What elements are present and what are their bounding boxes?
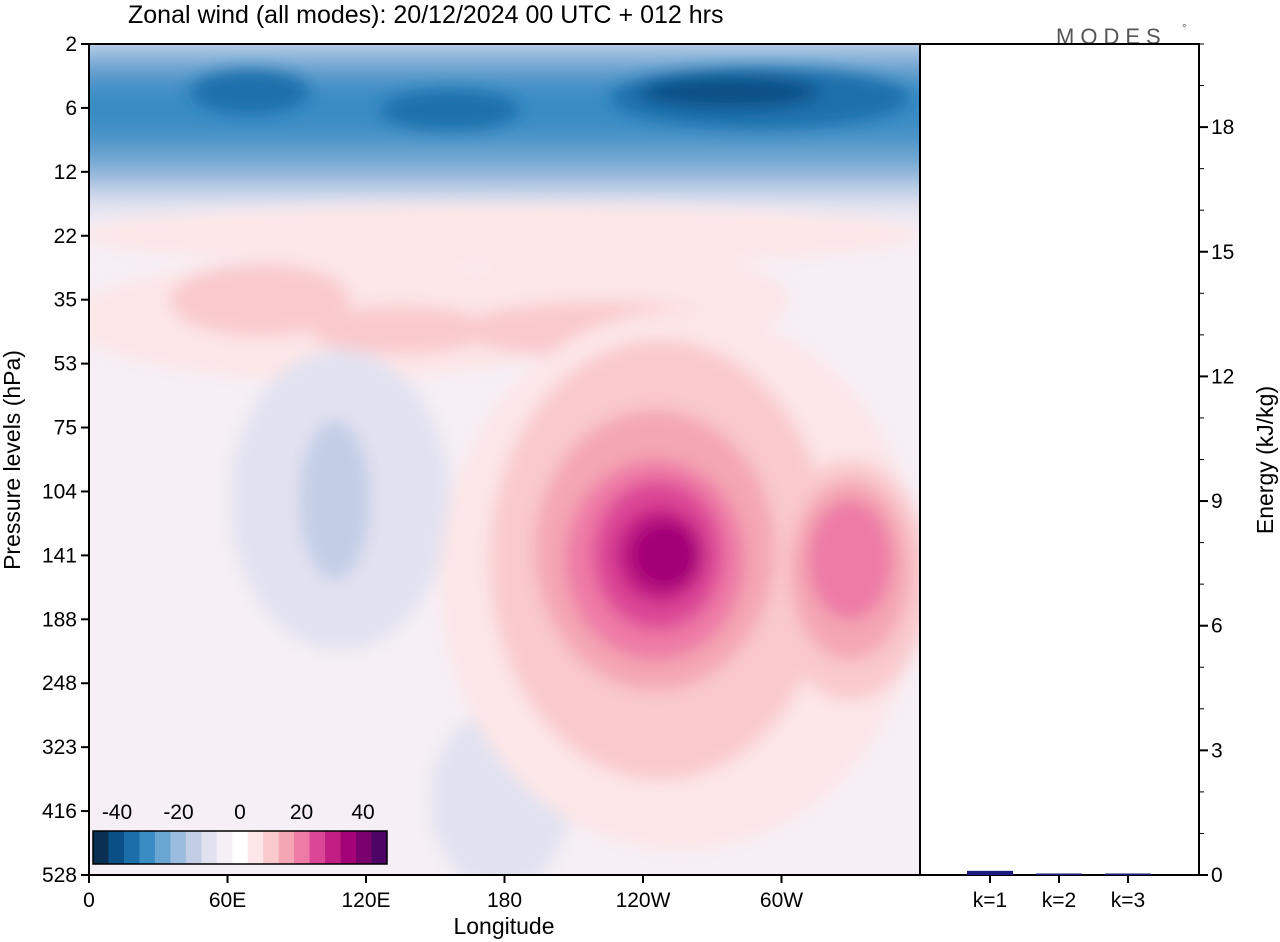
energy-panel-frame: [919, 43, 1200, 876]
colorbar-label: 0: [234, 801, 246, 824]
y-tick-label: 104: [42, 480, 77, 503]
colorbar-swatch: [309, 831, 326, 864]
x-tick-label: 120W: [616, 889, 671, 912]
energy-bar: [1036, 873, 1082, 875]
y-tick-label: 75: [54, 417, 77, 440]
energy-bar: [967, 870, 1013, 875]
energy-bar: [1105, 873, 1151, 875]
colorbar-swatch: [201, 831, 218, 864]
colorbar-swatch: [247, 831, 264, 864]
energy-tick-label: 12: [1211, 365, 1234, 388]
y-tick-label: 12: [54, 161, 77, 184]
colorbar-frame: [92, 830, 388, 865]
colorbar: -40 -20 0 20 40: [92, 801, 388, 865]
energy-axis-label: Energy (kJ/kg): [1252, 386, 1278, 534]
colorbar-swatch: [340, 831, 357, 864]
colorbar-label: 20: [290, 801, 313, 824]
y-tick-label: 248: [42, 672, 77, 695]
colorbar-swatch: [263, 831, 280, 864]
colorbar-swatch: [123, 831, 140, 864]
energy-tick-label: 9: [1211, 490, 1223, 513]
colorbar-swatch: [108, 831, 125, 864]
x-tick-label: 180: [487, 889, 522, 912]
y-tick-label: 528: [42, 864, 77, 887]
y-tick-label: 6: [65, 97, 77, 120]
x-tick-label: 0: [83, 889, 95, 912]
logo-mark: °: [1182, 23, 1186, 35]
colorbar-swatch: [356, 831, 372, 864]
y-tick-label: 141: [42, 544, 77, 567]
colorbar-swatch: [185, 831, 202, 864]
y-tick-label: 188: [42, 608, 77, 631]
energy-category-label: k=2: [1042, 889, 1076, 912]
energy-tick-label: 6: [1211, 615, 1223, 638]
chart-title: Zonal wind (all modes): 20/12/2024 00 UT…: [128, 1, 723, 29]
colorbar-swatch: [371, 831, 388, 864]
colorbar-swatch: [139, 831, 156, 864]
y-axis-ticks: 2 6 12 22 35 53 75 104 141 188 248 323 416 528: [42, 33, 89, 887]
y-tick-label: 2: [65, 33, 77, 56]
energy-tick-label: 3: [1211, 739, 1223, 762]
colorbar-label: -20: [163, 801, 193, 824]
energy-axis-ticks: 0 3 6 9 12 15 18: [1199, 43, 1234, 887]
colorbar-swatch: [170, 831, 187, 864]
heatmap-field: [89, 44, 920, 875]
x-axis-ticks: 0 60E 120E 180 120W 60W: [83, 875, 803, 912]
y-tick-label: 323: [42, 736, 77, 759]
colorbar-swatch: [232, 831, 249, 864]
colorbar-swatch: [93, 831, 109, 864]
y-tick-label: 53: [54, 353, 77, 376]
energy-tick-label: 0: [1211, 864, 1223, 887]
y-axis-label: Pressure levels (hPa): [0, 350, 25, 570]
x-tick-label: 60E: [209, 889, 246, 912]
energy-category-label: k=3: [1111, 889, 1145, 912]
colorbar-swatch: [294, 831, 311, 864]
y-tick-label: 35: [54, 289, 77, 312]
colorbar-swatch: [325, 831, 341, 864]
colorbar-label: -40: [102, 801, 132, 824]
x-tick-label: 60W: [760, 889, 803, 912]
y-tick-label: 22: [54, 225, 77, 248]
x-tick-label: 120E: [341, 889, 390, 912]
colorbar-swatch: [154, 831, 171, 864]
energy-tick-label: 15: [1211, 241, 1234, 264]
colorbar-swatch: [216, 831, 233, 864]
x-axis-label: Longitude: [453, 913, 554, 939]
colorbar-swatch: [278, 831, 295, 864]
colorbar-label: 40: [351, 801, 374, 824]
y-tick-label: 416: [42, 800, 77, 823]
energy-bars: k=1 k=2 k=3: [967, 870, 1151, 912]
energy-category-label: k=1: [973, 889, 1007, 912]
energy-tick-label: 18: [1211, 116, 1234, 139]
